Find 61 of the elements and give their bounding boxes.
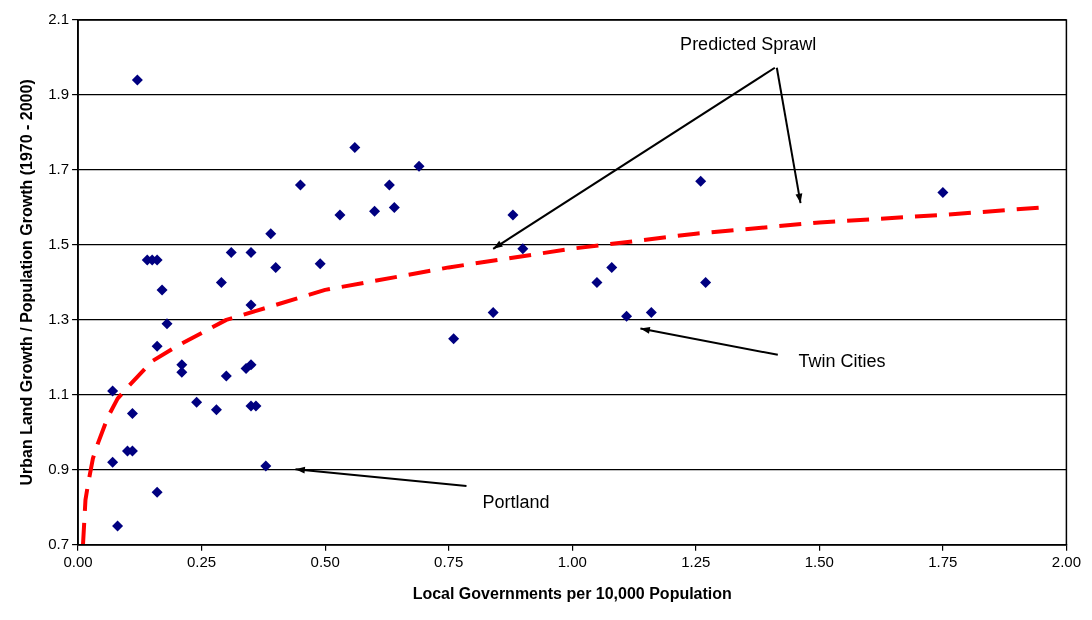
point	[507, 209, 519, 221]
y-tick-label: 2.1	[48, 10, 70, 28]
point	[220, 370, 232, 382]
point	[126, 408, 138, 420]
point	[225, 246, 237, 258]
point	[294, 179, 306, 191]
point	[112, 520, 124, 532]
y-tick-label: 1.1	[48, 385, 70, 402]
point	[260, 460, 272, 472]
point	[591, 276, 603, 288]
point	[937, 186, 949, 198]
point	[645, 306, 657, 318]
point	[448, 333, 460, 345]
point	[314, 258, 326, 270]
x-tick-label: 2.00	[1051, 552, 1081, 570]
point	[606, 261, 618, 273]
y-tick-label: 1.7	[48, 160, 70, 178]
annotation: Twin Cities	[798, 350, 886, 371]
x-tick-label: 1.00	[557, 552, 587, 570]
point	[334, 209, 346, 221]
point	[349, 141, 361, 153]
x-tick-label: 0.75	[434, 552, 464, 570]
point	[487, 306, 499, 318]
point	[161, 318, 173, 330]
x-tick-label: 1.25	[681, 552, 711, 570]
point	[270, 261, 282, 273]
point	[265, 228, 277, 240]
point	[215, 276, 227, 288]
annotation: Predicted Sprawl	[680, 33, 817, 54]
point	[700, 276, 712, 288]
point	[210, 404, 222, 416]
point	[245, 299, 257, 311]
x-tick-label: 0.50	[310, 552, 340, 570]
x-tick-label: 0.00	[63, 552, 93, 570]
y-tick-label: 1.5	[48, 235, 70, 253]
point	[517, 243, 529, 255]
y-tick-label: 1.9	[48, 85, 70, 103]
point	[695, 175, 707, 187]
point	[621, 310, 633, 322]
point	[151, 340, 163, 352]
point	[156, 284, 168, 296]
point	[191, 396, 203, 408]
annotation: Portland	[482, 492, 550, 513]
point	[107, 385, 119, 397]
x-tick-label: 0.25	[186, 552, 217, 570]
point	[383, 179, 395, 191]
y-tick-label: 1.3	[48, 310, 70, 328]
point	[245, 246, 257, 258]
x-axis-title: Local Governments per 10,000 Population	[412, 584, 732, 602]
y-tick-label: 0.7	[48, 534, 70, 552]
point	[388, 201, 400, 213]
point	[131, 74, 143, 86]
x-tick-label: 1.50	[804, 552, 834, 570]
y-tick-label: 0.9	[48, 459, 70, 477]
point	[151, 486, 163, 498]
point	[107, 456, 119, 468]
y-axis-title: Urban Land Growth / Population Growth (1970 - 2000)	[18, 79, 36, 486]
point	[413, 160, 425, 172]
point	[245, 359, 257, 371]
x-tick-label: 1.75	[928, 552, 958, 570]
point	[369, 205, 381, 217]
